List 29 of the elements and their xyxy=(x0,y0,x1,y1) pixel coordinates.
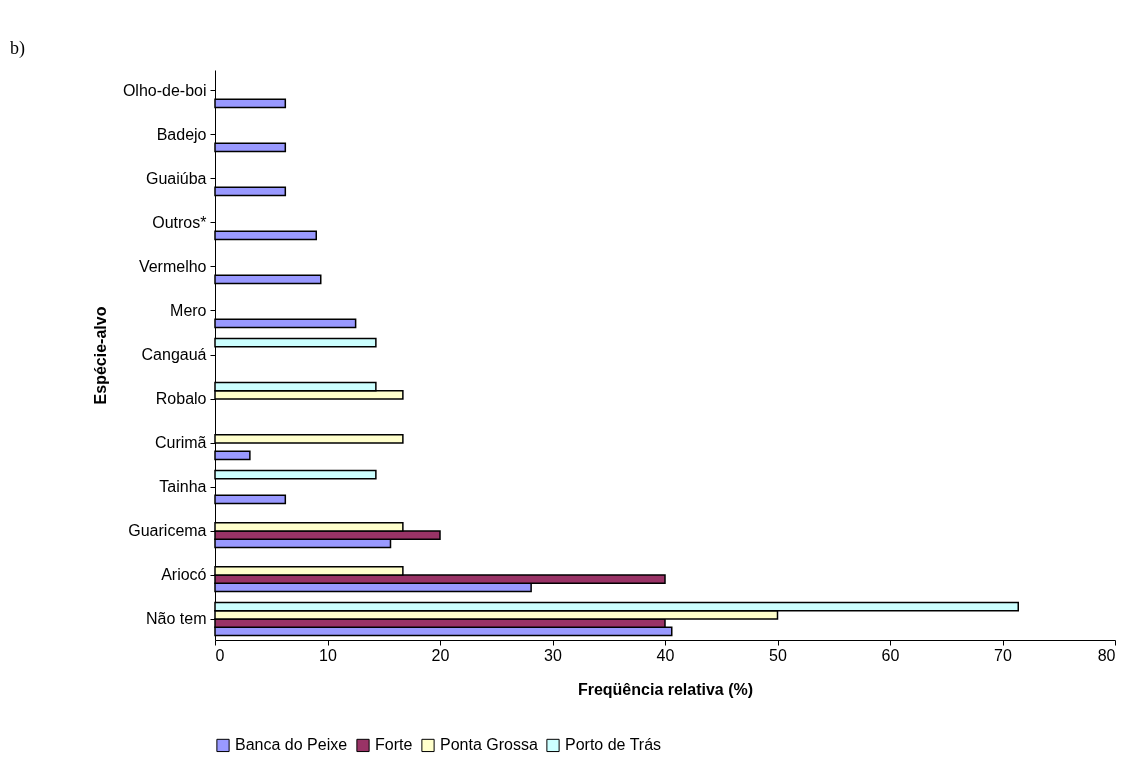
y-tick-label: Tainha xyxy=(159,478,207,496)
legend-label: Ponta Grossa xyxy=(440,736,538,754)
y-axis-title: Espécie-alvo xyxy=(91,306,109,405)
x-tick-label: 80 xyxy=(1097,646,1116,664)
y-tick-label: Badejo xyxy=(156,125,207,143)
legend-label: Forte xyxy=(375,736,413,754)
x-tick-label: 30 xyxy=(544,646,562,664)
x-tick-label: 0 xyxy=(215,646,225,664)
x-tick-label: 60 xyxy=(881,646,900,664)
y-tick-label: Não tem xyxy=(146,610,207,628)
legend-label: Banca do Peixe xyxy=(235,736,348,754)
y-tick-label: Outros* xyxy=(152,213,207,231)
y-tick-label: Vermelho xyxy=(138,257,207,275)
y-tick-label: Robalo xyxy=(155,390,207,408)
y-tick-label: Mero xyxy=(170,301,207,319)
y-tick-label: Olho-de-boi xyxy=(122,81,207,99)
legend-label: Porto de Trás xyxy=(565,736,662,754)
y-tick-label: Guaricema xyxy=(128,522,207,540)
x-tick-label: 70 xyxy=(994,646,1012,664)
text: b) xyxy=(10,38,25,59)
y-tick-label: Curimã xyxy=(154,434,207,452)
y-tick-label: Cangauá xyxy=(141,346,207,363)
x-axis-title: Freqüência relativa (%) xyxy=(577,680,754,698)
y-tick-label: Guaiúba xyxy=(146,169,207,187)
x-tick-label: 40 xyxy=(656,646,675,664)
x-tick-label: 50 xyxy=(769,646,787,664)
x-tick-label: 10 xyxy=(319,646,337,664)
x-tick-label: 20 xyxy=(431,646,450,664)
y-tick-label: Ariocó xyxy=(161,566,207,584)
